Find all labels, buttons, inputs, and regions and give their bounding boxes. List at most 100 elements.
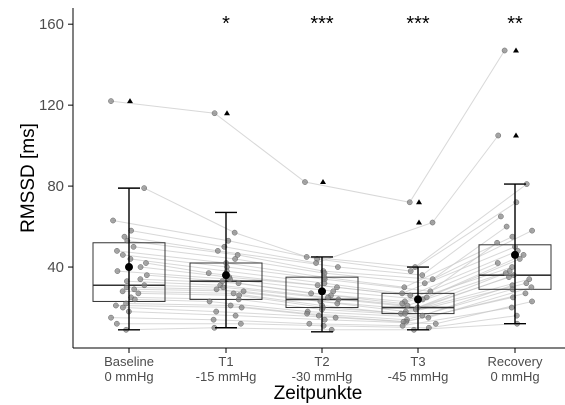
outlier-marker — [224, 110, 230, 116]
mean-marker — [414, 295, 422, 304]
subject-line — [110, 50, 506, 203]
data-point — [495, 132, 502, 139]
data-point — [137, 276, 144, 283]
data-point — [113, 320, 120, 327]
significance-marker: *** — [310, 13, 334, 35]
x-axis-title: Zeitpunkte — [274, 383, 363, 404]
data-point — [306, 320, 313, 327]
outlier-marker — [513, 132, 519, 138]
data-point — [335, 264, 341, 270]
data-point — [429, 219, 436, 226]
data-point — [308, 290, 314, 297]
outlier-marker — [416, 199, 422, 205]
y-tick-label: 80 — [47, 178, 64, 195]
data-point — [399, 300, 406, 307]
mean-marker — [511, 250, 519, 259]
y-tick-label: 160 — [39, 16, 64, 33]
data-point — [315, 312, 322, 319]
x-tick-label: T3 — [410, 354, 425, 369]
data-point — [509, 233, 516, 240]
data-point — [235, 280, 242, 287]
data-point — [141, 282, 148, 289]
data-point — [419, 312, 426, 319]
data-point — [407, 292, 414, 299]
data-point — [232, 312, 239, 319]
data-point — [502, 270, 509, 276]
data-point — [120, 304, 126, 311]
data-point — [321, 316, 328, 323]
data-point — [332, 314, 339, 321]
data-point — [131, 296, 138, 303]
data-point — [503, 223, 510, 230]
x-tick-label: T1 — [218, 354, 233, 369]
data-point — [143, 260, 149, 266]
data-point — [304, 310, 310, 317]
data-point — [302, 179, 308, 185]
data-point — [498, 213, 504, 220]
data-point — [404, 302, 411, 309]
data-point — [523, 280, 530, 287]
data-point — [232, 256, 238, 262]
data-point — [141, 185, 148, 191]
outlier-marker — [320, 179, 326, 185]
data-point — [240, 288, 247, 295]
subject-line — [131, 135, 499, 264]
data-point — [427, 288, 434, 295]
outlier-marker — [513, 47, 519, 53]
data-point — [113, 302, 119, 309]
y-axis-title: RMSSD [ms] — [18, 123, 39, 233]
data-point — [119, 288, 126, 295]
data-point — [303, 254, 310, 260]
data-point — [210, 316, 217, 323]
data-point — [501, 47, 508, 54]
data-point — [211, 110, 218, 117]
data-point — [114, 248, 120, 254]
x-tick-sublabel: -15 mmHg — [196, 369, 257, 384]
x-tick-sublabel: 0 mmHg — [104, 369, 153, 384]
y-tick-label: 120 — [39, 97, 64, 114]
data-point — [399, 322, 406, 329]
data-point — [425, 314, 432, 321]
data-point — [406, 199, 413, 206]
data-point — [522, 290, 529, 297]
data-point — [238, 304, 245, 311]
data-point — [508, 304, 515, 311]
data-point — [494, 239, 500, 246]
data-point — [494, 260, 501, 266]
data-point — [516, 256, 523, 262]
outlier-marker — [416, 219, 422, 225]
data-point — [237, 320, 244, 327]
y-tick-label: 40 — [47, 259, 64, 276]
data-point — [231, 229, 238, 236]
data-point — [227, 302, 234, 309]
significance-marker: *** — [406, 13, 430, 35]
data-point — [334, 284, 340, 291]
data-point — [334, 300, 341, 307]
data-point — [314, 282, 321, 289]
data-point — [143, 272, 150, 278]
data-point — [119, 252, 126, 258]
x-tick-sublabel: -45 mmHg — [388, 369, 449, 384]
mean-marker — [318, 287, 326, 296]
data-point — [214, 248, 221, 254]
data-point — [205, 270, 212, 276]
data-point — [230, 290, 237, 297]
mean-marker — [125, 263, 133, 272]
data-point — [399, 290, 405, 297]
data-point — [121, 233, 128, 240]
data-point — [421, 280, 428, 287]
data-point — [213, 286, 220, 293]
data-point — [108, 314, 114, 321]
outlier-marker — [127, 98, 133, 104]
data-point — [529, 227, 535, 234]
data-point — [407, 268, 414, 274]
mean-marker — [222, 271, 230, 280]
x-tick-label: Baseline — [104, 354, 154, 369]
data-point — [130, 243, 137, 250]
data-point — [529, 298, 535, 305]
data-point — [137, 264, 144, 270]
data-point — [213, 308, 220, 315]
data-point — [432, 320, 439, 327]
data-point — [234, 252, 241, 258]
data-point — [131, 286, 138, 293]
